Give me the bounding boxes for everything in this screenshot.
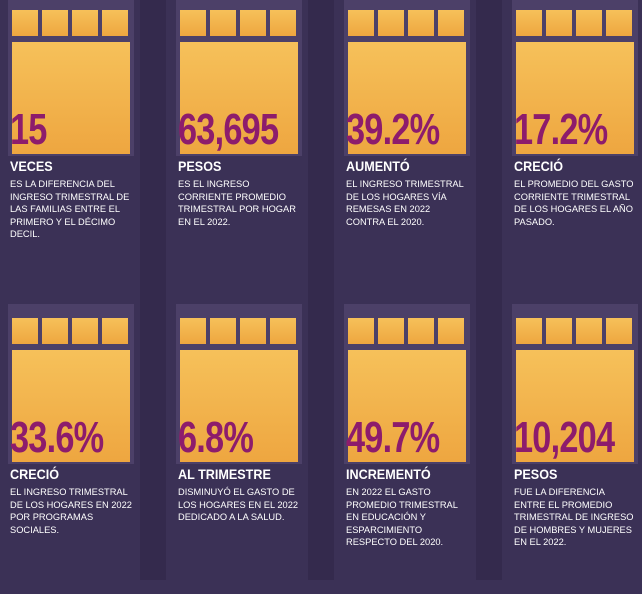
window-pane	[516, 10, 542, 36]
window-column	[308, 0, 334, 580]
stat-label: INCREMENTÓ	[346, 466, 431, 482]
window-pane	[210, 318, 236, 344]
stat-card: 33.6% CRECIÓ EL INGRESO TRIMESTRAL DE LOS …	[8, 304, 140, 594]
window-pane	[606, 318, 632, 344]
stat-description: EL INGRESO TRIMESTRAL DE LOS HOGARES EN …	[10, 486, 134, 536]
window-pane	[516, 318, 542, 344]
stat-number: 63,695	[178, 108, 278, 152]
window-pane	[180, 318, 206, 344]
stat-number: 15	[10, 108, 47, 152]
stat-card: 6.8% AL TRIMESTRE DISMINUYÓ EL GASTO DE LO…	[176, 304, 308, 594]
window-pane	[42, 10, 68, 36]
window-pane	[210, 10, 236, 36]
window-pane	[42, 318, 68, 344]
stat-label: AL TRIMESTRE	[178, 466, 271, 482]
window-pane	[270, 318, 296, 344]
stat-number: 6.8%	[178, 416, 253, 460]
window-pane	[438, 318, 464, 344]
stat-label: CRECIÓ	[514, 158, 563, 174]
window-pane	[378, 318, 404, 344]
window-pane	[72, 318, 98, 344]
stat-number: 39.2%	[346, 108, 439, 152]
stat-number: 17.2%	[514, 108, 607, 152]
window-pane	[606, 10, 632, 36]
stat-number: 49.7%	[346, 416, 439, 460]
stat-card: 39.2% AUMENTÓ EL INGRESO TRIMESTRAL DE LOS…	[344, 0, 476, 286]
stat-card: 17.2% CRECIÓ EL PROMEDIO DEL GASTO CORRIEN…	[512, 0, 642, 286]
stat-description: FUE LA DIFERENCIA ENTRE EL PROMEDIO TRIM…	[514, 486, 638, 549]
window-column	[476, 0, 502, 580]
window-column	[140, 0, 166, 580]
window-pane	[348, 318, 374, 344]
window-pane	[270, 10, 296, 36]
window-pane	[408, 318, 434, 344]
stat-label: PESOS	[178, 158, 221, 174]
window-pane	[240, 318, 266, 344]
stat-description: EN 2022 EL GASTO PROMEDIO TRIMESTRAL EN …	[346, 486, 470, 549]
window-pane	[438, 10, 464, 36]
window-pane	[180, 10, 206, 36]
stat-description: EL INGRESO TRIMESTRAL DE LOS HOGARES VÍA…	[346, 178, 470, 228]
window-pane	[348, 10, 374, 36]
stat-description: ES LA DIFERENCIA DEL INGRESO TRIMESTRAL …	[10, 178, 134, 241]
stat-card: 15 VECES ES LA DIFERENCIA DEL INGRESO TRIM…	[8, 0, 140, 286]
window-pane	[102, 10, 128, 36]
window-pane	[12, 10, 38, 36]
stat-description: DISMINUYÓ EL GASTO DE LOS HOGARES EN EL …	[178, 486, 302, 524]
window-pane	[102, 318, 128, 344]
window-pane	[546, 10, 572, 36]
window-pane	[546, 318, 572, 344]
window-pane	[378, 10, 404, 36]
window-pane	[576, 318, 602, 344]
stat-label: AUMENTÓ	[346, 158, 410, 174]
stat-number: 33.6%	[10, 416, 103, 460]
stat-description: EL PROMEDIO DEL GASTO CORRIENTE TRIMESTR…	[514, 178, 638, 228]
stat-label: PESOS	[514, 466, 557, 482]
window-pane	[408, 10, 434, 36]
stat-label: CRECIÓ	[10, 466, 59, 482]
window-pane	[12, 318, 38, 344]
window-pane	[72, 10, 98, 36]
window-pane	[240, 10, 266, 36]
infographic: 15 VECES ES LA DIFERENCIA DEL INGRESO TRIM…	[0, 0, 642, 580]
stat-card: 63,695 PESOS ES EL INGRESO CORRIENTE PROME…	[176, 0, 308, 286]
stat-card: 10,204 PESOS FUE LA DIFERENCIA ENTRE EL PR…	[512, 304, 642, 594]
stat-label: VECES	[10, 158, 53, 174]
stat-card: 49.7% INCREMENTÓ EN 2022 EL GASTO PROMEDIO…	[344, 304, 476, 594]
stat-description: ES EL INGRESO CORRIENTE PROMEDIO TRIMEST…	[178, 178, 302, 228]
window-pane	[576, 10, 602, 36]
stat-number: 10,204	[514, 416, 614, 460]
